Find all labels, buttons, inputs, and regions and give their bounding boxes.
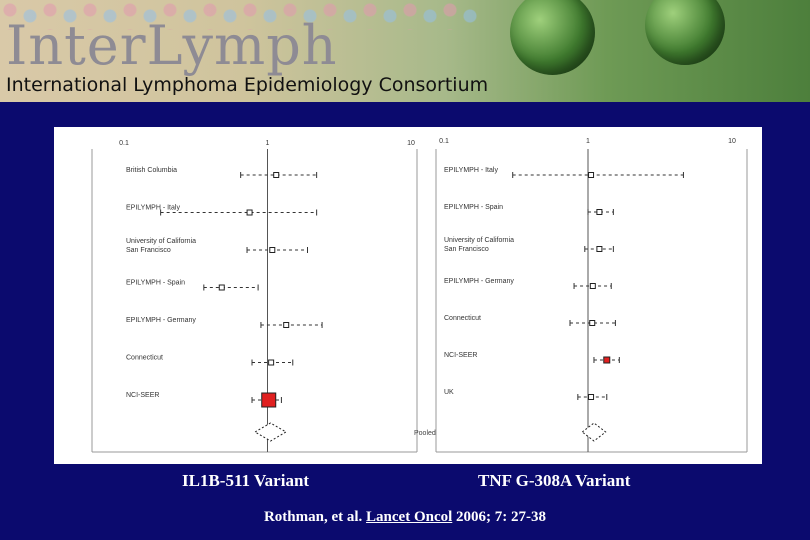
study-marker — [596, 209, 603, 215]
consortium-title: InterLymph — [6, 14, 338, 77]
study-label: San Francisco — [444, 246, 489, 253]
study-label: Connecticut — [126, 355, 163, 362]
banner-decoration — [0, 0, 480, 30]
x-tick-label: 1 — [586, 138, 590, 145]
study-label: EPILYMPH - Germany — [444, 278, 514, 285]
study-marker — [588, 394, 595, 400]
study-label: EPILYMPH - Italy — [444, 167, 498, 174]
study-marker — [246, 209, 253, 216]
globe-icon — [510, 0, 595, 75]
consortium-subtitle: International Lymphoma Epidemiology Cons… — [6, 74, 489, 96]
study-marker — [588, 172, 595, 178]
x-tick-label: 10 — [728, 138, 736, 145]
study-marker — [273, 172, 280, 178]
study-label: San Francisco — [126, 247, 171, 254]
study-label: Connecticut — [444, 315, 481, 322]
study-label: EPILYMPH - Germany — [126, 317, 196, 324]
pooled-estimate-diamond — [581, 422, 607, 442]
study-label: British Columbia — [126, 167, 177, 174]
study-label: University of California — [126, 238, 196, 245]
study-marker — [218, 284, 225, 291]
study-marker — [589, 283, 596, 289]
forest-plots: 0.1 1 10 British Columbia EPILYMPH - Italy Un… — [91, 138, 748, 453]
study-label: EPILYMPH - Italy — [126, 205, 180, 212]
citation: Rothman, et al. Lancet Oncol 2006; 7: 27… — [0, 509, 810, 526]
pooled-label: Pooled — [414, 430, 436, 437]
x-tick-label: 1 — [266, 140, 270, 147]
highlighted-study-marker — [261, 392, 277, 408]
study-marker — [269, 247, 276, 253]
study-label: University of California — [444, 237, 514, 244]
forest-plot-figure: 0.1 1 10 British Columbia EPILYMPH - Italy Un… — [54, 127, 762, 464]
study-marker — [596, 246, 603, 252]
x-tick-label: 0.1 — [439, 138, 449, 145]
study-marker — [268, 359, 275, 366]
right-chart-caption: TNF G-308A Variant — [478, 471, 631, 490]
citation-authors: Rothman, et al. — [263, 509, 363, 525]
pooled-estimate-diamond — [254, 422, 288, 442]
study-label: EPILYMPH - Spain — [444, 204, 503, 211]
left-chart-caption: IL1B-511 Variant — [182, 471, 310, 490]
x-tick-label: 10 — [407, 140, 415, 147]
highlighted-study-marker — [603, 356, 611, 364]
study-label: UK — [444, 389, 454, 396]
header-banner: InterLymph International Lymphoma Epidem… — [0, 0, 810, 102]
study-marker — [589, 320, 596, 326]
study-label: NCI-SEER — [444, 352, 477, 359]
globe-icon — [645, 0, 725, 65]
study-label: NCI-SEER — [126, 392, 159, 399]
x-tick-label: 0.1 — [119, 140, 129, 147]
citation-journal: Lancet Oncol — [366, 509, 453, 525]
citation-details: 2006; 7: 27-38 — [456, 509, 547, 525]
study-label: EPILYMPH - Spain — [126, 280, 185, 287]
study-marker — [283, 322, 290, 328]
